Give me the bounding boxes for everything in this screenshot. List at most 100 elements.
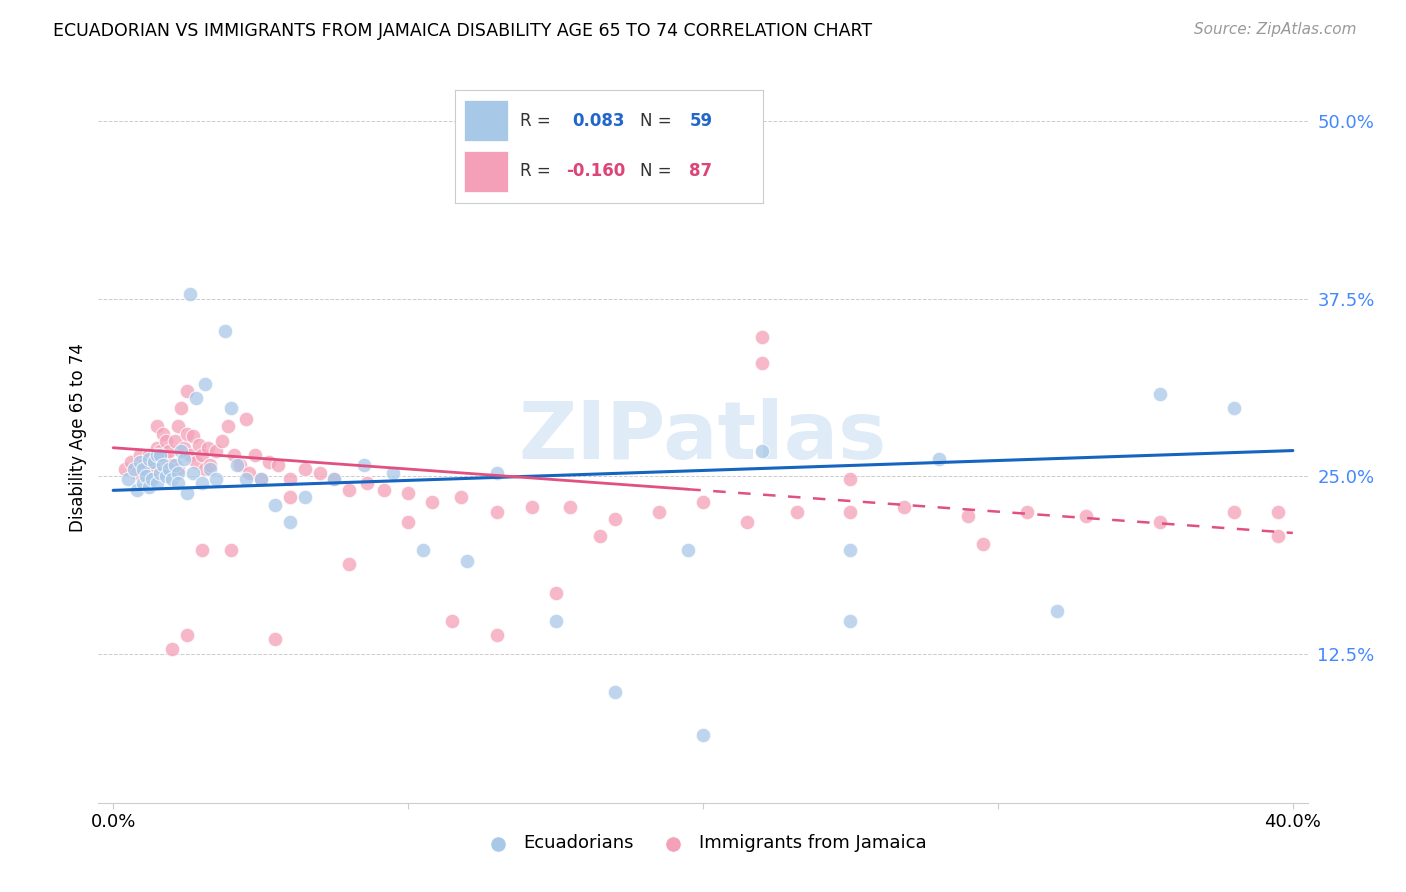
Point	[190, 543, 212, 558]
Point	[128, 448, 150, 462]
Point	[219, 543, 242, 558]
Point	[337, 483, 360, 498]
Point	[165, 458, 187, 472]
Point	[176, 486, 198, 500]
Point	[155, 452, 177, 467]
Point	[249, 472, 271, 486]
Point	[200, 458, 222, 472]
Point	[160, 458, 183, 472]
Point	[226, 458, 249, 472]
Point	[117, 472, 139, 486]
Point	[238, 467, 260, 481]
Point	[353, 458, 375, 472]
Point	[167, 467, 190, 481]
Point	[179, 448, 201, 462]
Point	[603, 685, 626, 699]
Point	[1223, 505, 1246, 519]
Point	[170, 401, 193, 415]
Point	[692, 494, 714, 508]
Point	[146, 419, 169, 434]
Point	[259, 455, 281, 469]
Point	[194, 376, 217, 391]
Point	[396, 486, 419, 500]
Point	[184, 455, 207, 469]
Point	[135, 462, 157, 476]
Point	[751, 330, 773, 344]
Point	[839, 472, 862, 486]
Point	[214, 324, 236, 338]
Point	[678, 543, 700, 558]
Point	[143, 462, 166, 476]
Point	[138, 452, 160, 467]
Point	[267, 458, 290, 472]
Point	[692, 728, 714, 742]
Point	[520, 500, 543, 515]
Point	[450, 491, 472, 505]
Point	[441, 614, 464, 628]
Point	[485, 628, 508, 642]
Point	[278, 515, 301, 529]
Point	[181, 429, 204, 443]
Point	[485, 505, 508, 519]
Point	[560, 500, 582, 515]
Point	[294, 462, 316, 476]
Point	[222, 448, 245, 462]
Text: ZIPatlas: ZIPatlas	[519, 398, 887, 476]
Point	[167, 462, 190, 476]
Point	[179, 287, 201, 301]
Point	[141, 472, 163, 486]
Point	[149, 467, 172, 481]
Point	[194, 462, 217, 476]
Point	[141, 455, 163, 469]
Point	[157, 443, 180, 458]
Point	[323, 472, 346, 486]
Point	[786, 505, 808, 519]
Point	[187, 438, 209, 452]
Point	[173, 441, 195, 455]
Point	[1267, 505, 1289, 519]
Point	[420, 494, 443, 508]
Point	[589, 529, 612, 543]
Point	[249, 472, 271, 486]
Point	[1149, 386, 1171, 401]
Point	[143, 455, 166, 469]
Point	[131, 458, 153, 472]
Point	[125, 467, 148, 481]
Point	[157, 462, 180, 476]
Y-axis label: Disability Age 65 to 74: Disability Age 65 to 74	[69, 343, 87, 532]
Point	[337, 558, 360, 572]
Legend: Ecuadorians, Immigrants from Jamaica: Ecuadorians, Immigrants from Jamaica	[472, 827, 934, 860]
Text: Source: ZipAtlas.com: Source: ZipAtlas.com	[1194, 22, 1357, 37]
Point	[146, 448, 169, 462]
Point	[170, 443, 193, 458]
Point	[243, 448, 266, 462]
Point	[135, 469, 157, 483]
Point	[294, 491, 316, 505]
Point	[1076, 508, 1098, 523]
Point	[120, 455, 142, 469]
Point	[176, 426, 198, 441]
Point	[149, 448, 172, 462]
Point	[278, 472, 301, 486]
Point	[972, 537, 994, 551]
Point	[839, 543, 862, 558]
Point	[382, 467, 405, 481]
Point	[839, 614, 862, 628]
Point	[211, 434, 233, 448]
Point	[1267, 529, 1289, 543]
Point	[751, 355, 773, 369]
Point	[181, 467, 204, 481]
Point	[485, 107, 508, 121]
Point	[160, 642, 183, 657]
Point	[928, 452, 950, 467]
Point	[485, 467, 508, 481]
Point	[1017, 505, 1039, 519]
Point	[839, 505, 862, 519]
Point	[160, 472, 183, 486]
Point	[176, 628, 198, 642]
Point	[373, 483, 395, 498]
Point	[138, 448, 160, 462]
Point	[197, 441, 219, 455]
Point	[146, 441, 169, 455]
Point	[264, 632, 287, 647]
